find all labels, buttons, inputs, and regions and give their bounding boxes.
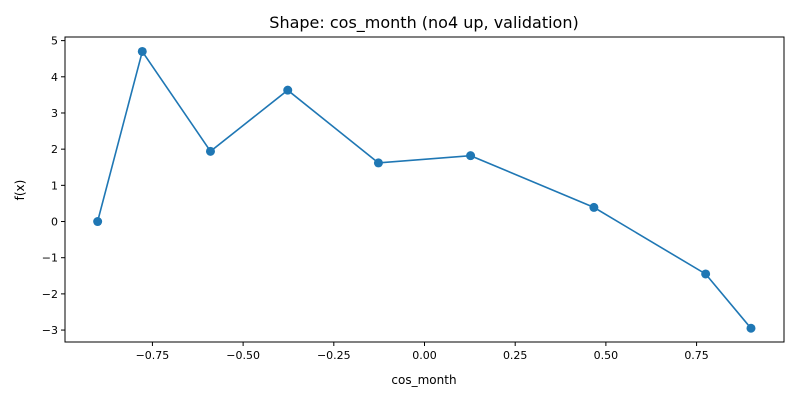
data-point [137,46,147,56]
y-axis: −3 −2 −1 0 1 2 3 4 5 [42,35,65,337]
y-tick-label: −3 [42,324,58,337]
y-tick-label: 2 [51,143,58,156]
x-tick-label: −0.50 [226,349,260,362]
y-tick-label: 0 [51,216,58,229]
y-tick-label: −1 [42,252,58,265]
x-tick-label: 0.50 [594,349,619,362]
data-point [93,217,103,227]
x-tick-label: 0.75 [684,349,709,362]
x-axis: −0.75 −0.50 −0.25 0.00 0.25 0.50 0.75 [136,342,709,362]
plot-frame [64,36,785,343]
data-point [701,269,711,279]
y-axis-label: f(x) [13,180,27,201]
x-tick-label: −0.75 [136,349,170,362]
x-tick-label: −0.25 [317,349,351,362]
x-tick-label: 0.25 [503,349,528,362]
data-point [589,202,599,212]
data-point [466,151,476,161]
chart-title: Shape: cos_month (no4 up, validation) [269,13,578,33]
data-point [205,146,215,156]
y-tick-label: 3 [51,107,58,120]
data-point [746,323,756,333]
x-axis-label: cos_month [391,373,456,387]
series-line [96,49,752,329]
y-tick-label: 5 [51,35,58,48]
x-tick-label: 0.00 [412,349,437,362]
plot-area [93,46,756,333]
y-tick-label: −2 [42,288,58,301]
y-tick-label: 4 [51,71,58,84]
data-point [373,158,383,168]
y-tick-label: 1 [51,179,58,192]
data-point [283,85,293,95]
